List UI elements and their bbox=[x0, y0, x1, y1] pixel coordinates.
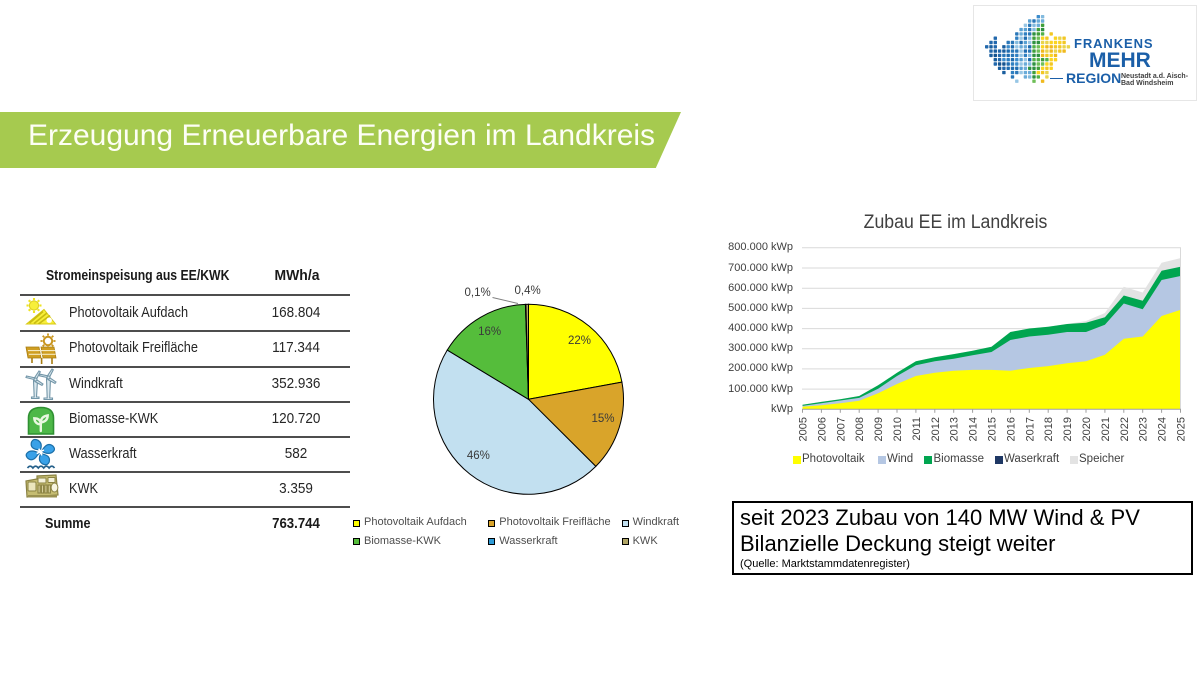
svg-text:2024: 2024 bbox=[1157, 417, 1169, 441]
svg-text:2009: 2009 bbox=[873, 417, 885, 441]
svg-text:2013: 2013 bbox=[949, 417, 961, 441]
svg-text:2015: 2015 bbox=[987, 417, 999, 441]
svg-text:2016: 2016 bbox=[1005, 417, 1017, 441]
svg-text:2023: 2023 bbox=[1138, 417, 1150, 441]
svg-text:2025: 2025 bbox=[1176, 417, 1188, 441]
svg-text:2022: 2022 bbox=[1119, 417, 1131, 441]
svg-text:2006: 2006 bbox=[816, 417, 828, 441]
svg-text:2008: 2008 bbox=[854, 417, 866, 441]
svg-text:2021: 2021 bbox=[1100, 417, 1112, 441]
svg-text:2020: 2020 bbox=[1081, 417, 1093, 441]
svg-text:2019: 2019 bbox=[1062, 417, 1074, 441]
svg-text:2007: 2007 bbox=[835, 417, 847, 441]
svg-text:2011: 2011 bbox=[911, 417, 923, 441]
svg-text:2017: 2017 bbox=[1024, 417, 1036, 441]
svg-text:2010: 2010 bbox=[892, 417, 904, 441]
svg-text:2018: 2018 bbox=[1043, 417, 1055, 441]
svg-text:2014: 2014 bbox=[968, 417, 980, 441]
svg-text:2012: 2012 bbox=[930, 417, 942, 441]
svg-text:2005: 2005 bbox=[798, 417, 810, 441]
